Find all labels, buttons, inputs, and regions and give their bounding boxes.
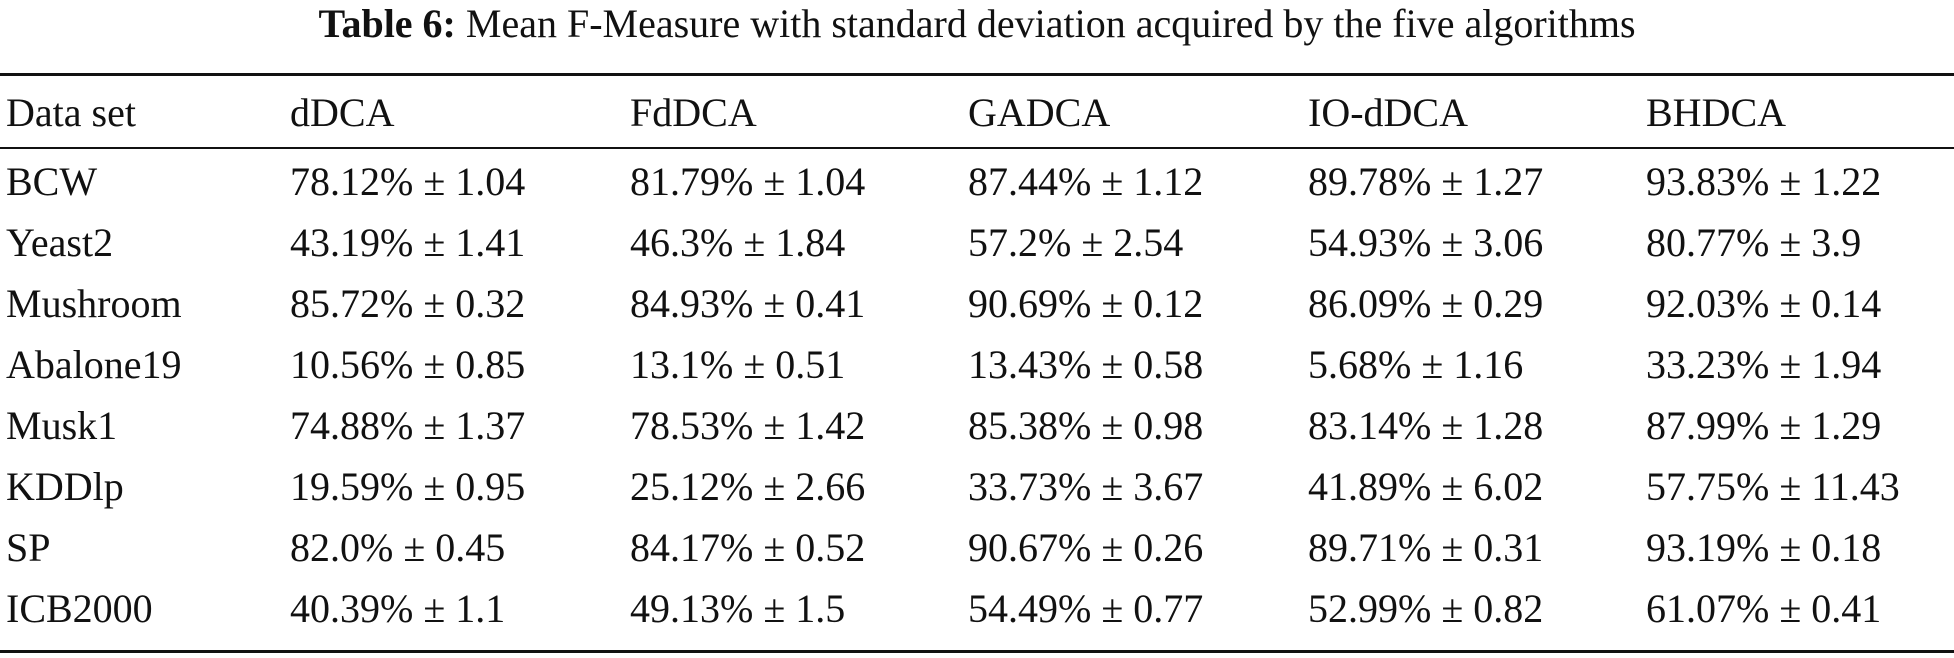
best-value-cell: 87.99% ± 1.29 bbox=[1646, 403, 1882, 448]
value-cell: 13.43% ± 0.58 bbox=[968, 342, 1204, 387]
value-cell: 82.0% ± 0.45 bbox=[290, 525, 506, 570]
table-row: BCW 78.12% ± 1.04 81.79% ± 1.04 87.44% ±… bbox=[0, 147, 1954, 212]
bottom-rule bbox=[0, 650, 1954, 653]
value-cell: 81.79% ± 1.04 bbox=[630, 159, 866, 204]
value-cell: 78.53% ± 1.42 bbox=[630, 403, 866, 448]
best-value-cell: 61.07% ± 0.41 bbox=[1646, 586, 1882, 631]
value-cell: 85.72% ± 0.32 bbox=[290, 281, 526, 326]
best-value-cell: 92.03% ± 0.14 bbox=[1646, 281, 1882, 326]
value-cell: 43.19% ± 1.41 bbox=[290, 220, 526, 265]
best-value-cell: 93.19% ± 0.18 bbox=[1646, 525, 1882, 570]
value-cell: 52.99% ± 0.82 bbox=[1308, 586, 1544, 631]
value-cell: 84.93% ± 0.41 bbox=[630, 281, 866, 326]
value-cell: 90.69% ± 0.12 bbox=[968, 281, 1204, 326]
results-table: Data set dDCA FdDCA GADCA IO-dDCA BHDCA … bbox=[0, 77, 1954, 639]
header-cell: FdDCA bbox=[630, 89, 757, 135]
value-cell: 85.38% ± 0.98 bbox=[968, 403, 1204, 448]
value-cell: 87.44% ± 1.12 bbox=[968, 159, 1204, 204]
dataset-cell: SP bbox=[6, 525, 51, 570]
value-cell: 13.1% ± 0.51 bbox=[630, 342, 846, 387]
value-cell: 89.78% ± 1.27 bbox=[1308, 159, 1544, 204]
value-cell: 84.17% ± 0.52 bbox=[630, 525, 866, 570]
best-value-cell: 33.23% ± 1.94 bbox=[1646, 342, 1882, 387]
value-cell: 5.68% ± 1.16 bbox=[1308, 342, 1524, 387]
header-cell: dDCA bbox=[290, 89, 395, 135]
value-cell: 40.39% ± 1.1 bbox=[290, 586, 506, 631]
value-cell: 41.89% ± 6.02 bbox=[1308, 464, 1544, 509]
header-cell: GADCA bbox=[968, 89, 1111, 135]
best-value-cell: 80.77% ± 3.9 bbox=[1646, 220, 1862, 265]
value-cell: 25.12% ± 2.66 bbox=[630, 464, 866, 509]
table-row: ICB2000 40.39% ± 1.1 49.13% ± 1.5 54.49%… bbox=[0, 578, 1954, 639]
table-row: SP 82.0% ± 0.45 84.17% ± 0.52 90.67% ± 0… bbox=[0, 517, 1954, 578]
value-cell: 19.59% ± 0.95 bbox=[290, 464, 526, 509]
header-cell: Data set bbox=[6, 89, 136, 135]
header-cell: BHDCA bbox=[1646, 89, 1787, 135]
table-caption: Table 6: Mean F-Measure with standard de… bbox=[0, 0, 1954, 48]
best-value-cell: 93.83% ± 1.22 bbox=[1646, 159, 1882, 204]
table-body: BCW 78.12% ± 1.04 81.79% ± 1.04 87.44% ±… bbox=[0, 147, 1954, 639]
dataset-cell: ICB2000 bbox=[6, 586, 153, 631]
dataset-cell: Abalone19 bbox=[6, 342, 182, 387]
dataset-cell: KDDlp bbox=[6, 464, 124, 509]
value-cell: 89.71% ± 0.31 bbox=[1308, 525, 1544, 570]
value-cell: 86.09% ± 0.29 bbox=[1308, 281, 1544, 326]
value-cell: 83.14% ± 1.28 bbox=[1308, 403, 1544, 448]
best-value-cell: 57.75% ± 11.43 bbox=[1646, 464, 1900, 509]
value-cell: 90.67% ± 0.26 bbox=[968, 525, 1204, 570]
table-row: Mushroom 85.72% ± 0.32 84.93% ± 0.41 90.… bbox=[0, 273, 1954, 334]
dataset-cell: Musk1 bbox=[6, 403, 118, 448]
dataset-cell: Mushroom bbox=[6, 281, 182, 326]
value-cell: 78.12% ± 1.04 bbox=[290, 159, 526, 204]
value-cell: 54.49% ± 0.77 bbox=[968, 586, 1204, 631]
table-row: KDDlp 19.59% ± 0.95 25.12% ± 2.66 33.73%… bbox=[0, 456, 1954, 517]
dataset-cell: Yeast2 bbox=[6, 220, 114, 265]
value-cell: 49.13% ± 1.5 bbox=[630, 586, 846, 631]
header-cell: IO-dDCA bbox=[1308, 89, 1468, 135]
value-cell: 46.3% ± 1.84 bbox=[630, 220, 846, 265]
table-row: Yeast2 43.19% ± 1.41 46.3% ± 1.84 57.2% … bbox=[0, 212, 1954, 273]
header-row: Data set dDCA FdDCA GADCA IO-dDCA BHDCA bbox=[0, 77, 1954, 147]
caption-text: Mean F-Measure with standard deviation a… bbox=[465, 1, 1636, 46]
top-rule bbox=[0, 73, 1954, 76]
dataset-cell: BCW bbox=[6, 159, 98, 204]
table-row: Musk1 74.88% ± 1.37 78.53% ± 1.42 85.38%… bbox=[0, 395, 1954, 456]
table-header: Data set dDCA FdDCA GADCA IO-dDCA BHDCA bbox=[0, 77, 1954, 147]
value-cell: 74.88% ± 1.37 bbox=[290, 403, 526, 448]
value-cell: 10.56% ± 0.85 bbox=[290, 342, 526, 387]
header-rule bbox=[0, 147, 1954, 149]
table-row: Abalone19 10.56% ± 0.85 13.1% ± 0.51 13.… bbox=[0, 334, 1954, 395]
value-cell: 54.93% ± 3.06 bbox=[1308, 220, 1544, 265]
caption-label: Table 6: bbox=[318, 1, 456, 46]
value-cell: 57.2% ± 2.54 bbox=[968, 220, 1184, 265]
value-cell: 33.73% ± 3.67 bbox=[968, 464, 1204, 509]
